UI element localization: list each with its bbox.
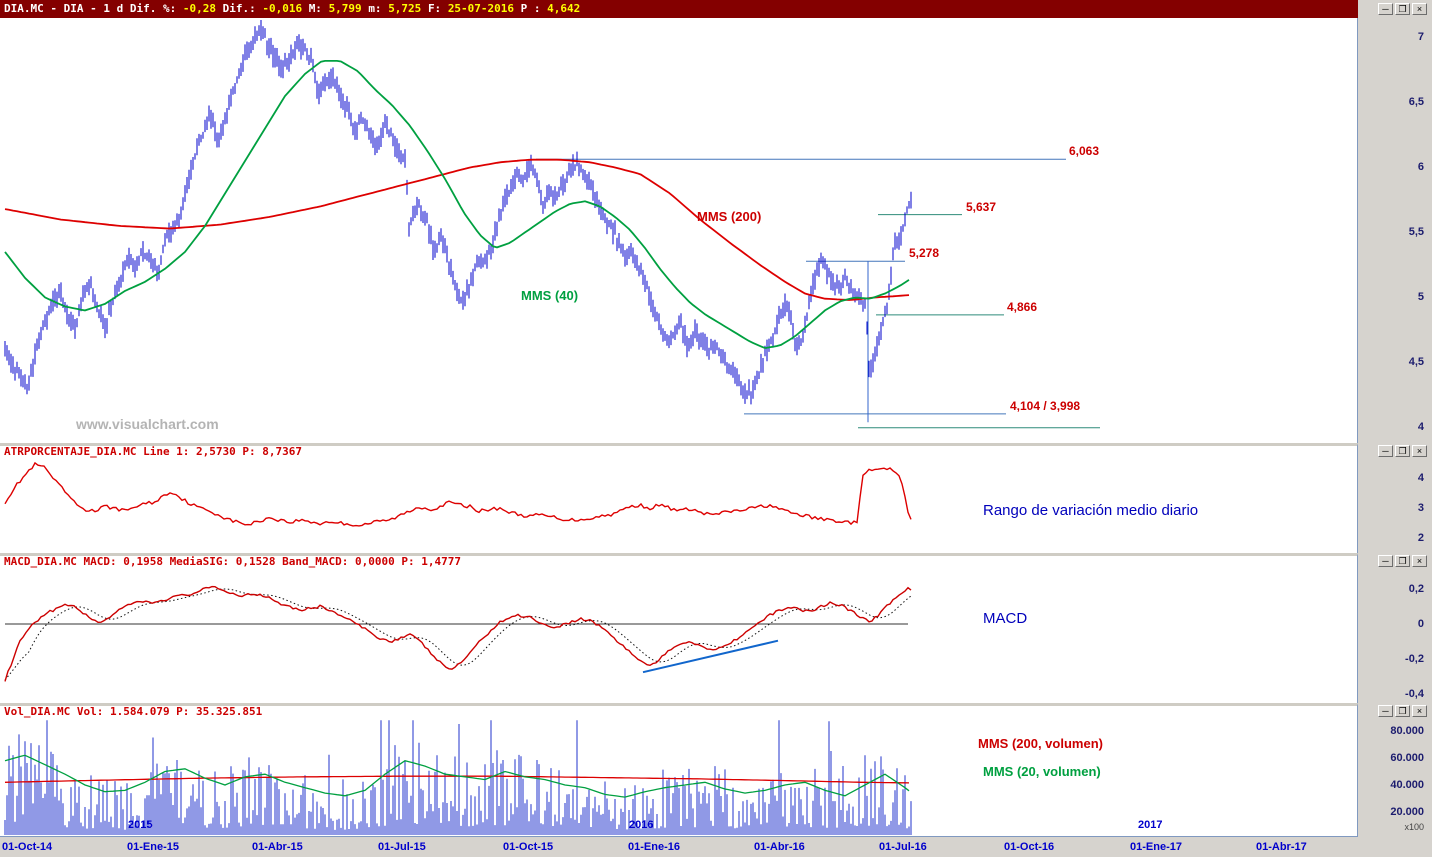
price-level-label: 5,278 [909, 246, 940, 261]
atr-header-text: ATRPORCENTAJE_DIA.MC Line 1: 2,5730 P: 8… [4, 445, 303, 458]
vol-panel-close-button[interactable]: × [1412, 705, 1427, 717]
axis-tick-label: -0,4 [1405, 688, 1424, 701]
axis-tick-label: 20.000 [1390, 805, 1424, 818]
titlebar-text-segment: Dif. %: [129, 2, 183, 15]
ma-line-mms200 [4, 158, 910, 301]
atr-panel-label: Rango de variación medio diario [983, 502, 1199, 519]
value-axis-column[interactable]: 7 6,5 6 5,5 5 4,5 4 4 3 2 0,2 0 -0,2 -0,4 80.000 60.000… [1358, 0, 1432, 857]
titlebar-text-segment: P : [520, 2, 548, 15]
mms200-vol-label: MMS (200, volumen) [978, 736, 1103, 751]
price-bars [4, 20, 912, 405]
year-label: 2017 [1138, 819, 1163, 831]
axis-tick-label: -0,2 [1405, 653, 1424, 666]
date-tick-label: 01-Jul-15 [378, 841, 426, 853]
window-restore-button[interactable]: ❐ [1395, 3, 1410, 15]
price-level-label: 5,637 [966, 199, 997, 214]
axis-tick-label: 0 [1417, 618, 1424, 631]
axis-tick-label: 80.000 [1390, 724, 1424, 737]
axis-tick-label: 5 [1417, 291, 1424, 304]
macd-line [4, 585, 912, 682]
date-tick-label: 01-Abr-17 [1256, 841, 1307, 853]
titlebar-text-segment: DIA.MC - DIA - 1 d [4, 2, 130, 15]
atr-indicator-header: ATRPORCENTAJE_DIA.MC Line 1: 2,5730 P: 8… [0, 443, 1358, 458]
axis-tick-label: 4 [1417, 472, 1424, 485]
macd-signal-line [4, 588, 912, 681]
volume-bars [4, 720, 912, 835]
date-tick-label: 01-Abr-15 [252, 841, 303, 853]
date-tick-label: 01-Ene-16 [628, 841, 680, 853]
date-tick-label: 01-Jul-16 [879, 841, 927, 853]
titlebar-text-segment: M: [308, 2, 329, 15]
date-tick-label: 01-Ene-17 [1130, 841, 1182, 853]
vol-panel-minimize-button[interactable]: ─ [1378, 705, 1393, 717]
chart-title-bar[interactable]: DIA.MC - DIA - 1 d Dif. %: -0,28 Dif.: -… [0, 0, 1358, 18]
titlebar-text-segment: m: [368, 2, 389, 15]
price-level-label: 6,063 [1069, 144, 1100, 159]
axis-unit-label: x100 [1404, 822, 1424, 832]
volume-indicator-header: Vol_DIA.MC Vol: 1.584.079 P: 35.325.851 [0, 703, 1358, 718]
mms200-label: MMS (200) [697, 209, 762, 224]
axis-tick-label: 4 [1417, 421, 1424, 434]
ma-line-mms40 [4, 60, 910, 350]
date-tick-label: 01-Abr-16 [754, 841, 805, 853]
date-tick-label: 01-Ene-15 [127, 841, 179, 853]
atr-chart-plot[interactable]: Rango de variación medio diario [0, 458, 1358, 553]
axis-tick-label: 6,5 [1408, 96, 1424, 109]
macd-trend-line [642, 639, 779, 674]
date-tick-label: 01-Oct-15 [503, 841, 554, 853]
window-close-button[interactable]: × [1412, 3, 1427, 15]
titlebar-text-segment: 25-07-2016 [447, 2, 521, 15]
atr-panel-restore-button[interactable]: ❐ [1395, 445, 1410, 457]
titlebar-text-segment: F: [427, 2, 448, 15]
price-level-label: 4,104 / 3,998 [1010, 398, 1081, 413]
vol-ma-line-20 [4, 754, 910, 798]
axis-tick-label: 7 [1417, 31, 1424, 44]
axis-tick-label: 5,5 [1408, 226, 1424, 239]
titlebar-text-segment: 5,725 [388, 2, 428, 15]
axis-tick-label: 6 [1417, 161, 1424, 174]
titlebar-text-segment: 5,799 [328, 2, 369, 15]
date-tick-label: 01-Oct-14 [2, 841, 53, 853]
macd-panel-label: MACD [983, 610, 1028, 627]
atr-line [4, 461, 912, 527]
watermark: www.visualchart.com [76, 416, 219, 432]
volume-chart-plot[interactable]: MMS (200, volumen) MMS (20, volumen) 2015 2… [0, 718, 1358, 836]
axis-tick-label: 60.000 [1390, 751, 1424, 764]
year-label: 2015 [128, 819, 153, 831]
mms40-label: MMS (40) [521, 288, 579, 303]
window-minimize-button[interactable]: ─ [1378, 3, 1393, 15]
atr-panel-minimize-button[interactable]: ─ [1378, 445, 1393, 457]
axis-tick-label: 2 [1417, 532, 1424, 545]
macd-indicator-header: MACD_DIA.MC MACD: 0,1958 MediaSIG: 0,152… [0, 553, 1358, 568]
macd-header-text: MACD_DIA.MC MACD: 0,1958 MediaSIG: 0,152… [4, 555, 461, 568]
axis-tick-label: 0,2 [1408, 583, 1424, 595]
axis-tick-label: 40.000 [1390, 778, 1424, 791]
time-axis[interactable]: 01-Oct-14 01-Ene-15 01-Abr-15 01-Jul-15 01-O… [0, 836, 1358, 857]
macd-panel-restore-button[interactable]: ❐ [1395, 555, 1410, 567]
macd-chart-plot[interactable]: MACD [0, 568, 1358, 703]
volume-header-text: Vol_DIA.MC Vol: 1.584.079 P: 35.325.851 [4, 705, 263, 718]
macd-panel-minimize-button[interactable]: ─ [1378, 555, 1393, 567]
macd-panel-close-button[interactable]: × [1412, 555, 1427, 567]
titlebar-text-segment: Dif.: [222, 2, 263, 15]
price-chart-plot[interactable]: 6,063 5,637 5,278 4,866 4,104 / 3,998 MMS (20… [0, 18, 1358, 443]
titlebar-text-segment: 4,642 [547, 2, 581, 15]
year-label: 2016 [629, 819, 654, 831]
price-chart-canvas [4, 20, 1100, 429]
atr-panel-close-button[interactable]: × [1412, 445, 1427, 457]
price-level-label: 4,866 [1007, 299, 1038, 314]
axis-tick-label: 3 [1417, 502, 1424, 515]
mms20-vol-label: MMS (20, volumen) [983, 764, 1101, 779]
macd-chart-canvas [4, 585, 912, 682]
titlebar-text-segment: -0,28 [182, 2, 223, 15]
titlebar-text-segment: -0,016 [262, 2, 309, 15]
vol-panel-restore-button[interactable]: ❐ [1395, 705, 1410, 717]
date-tick-label: 01-Oct-16 [1004, 841, 1055, 853]
volume-chart-canvas [4, 720, 912, 835]
atr-chart-canvas [4, 461, 912, 527]
axis-tick-label: 4,5 [1408, 356, 1424, 369]
